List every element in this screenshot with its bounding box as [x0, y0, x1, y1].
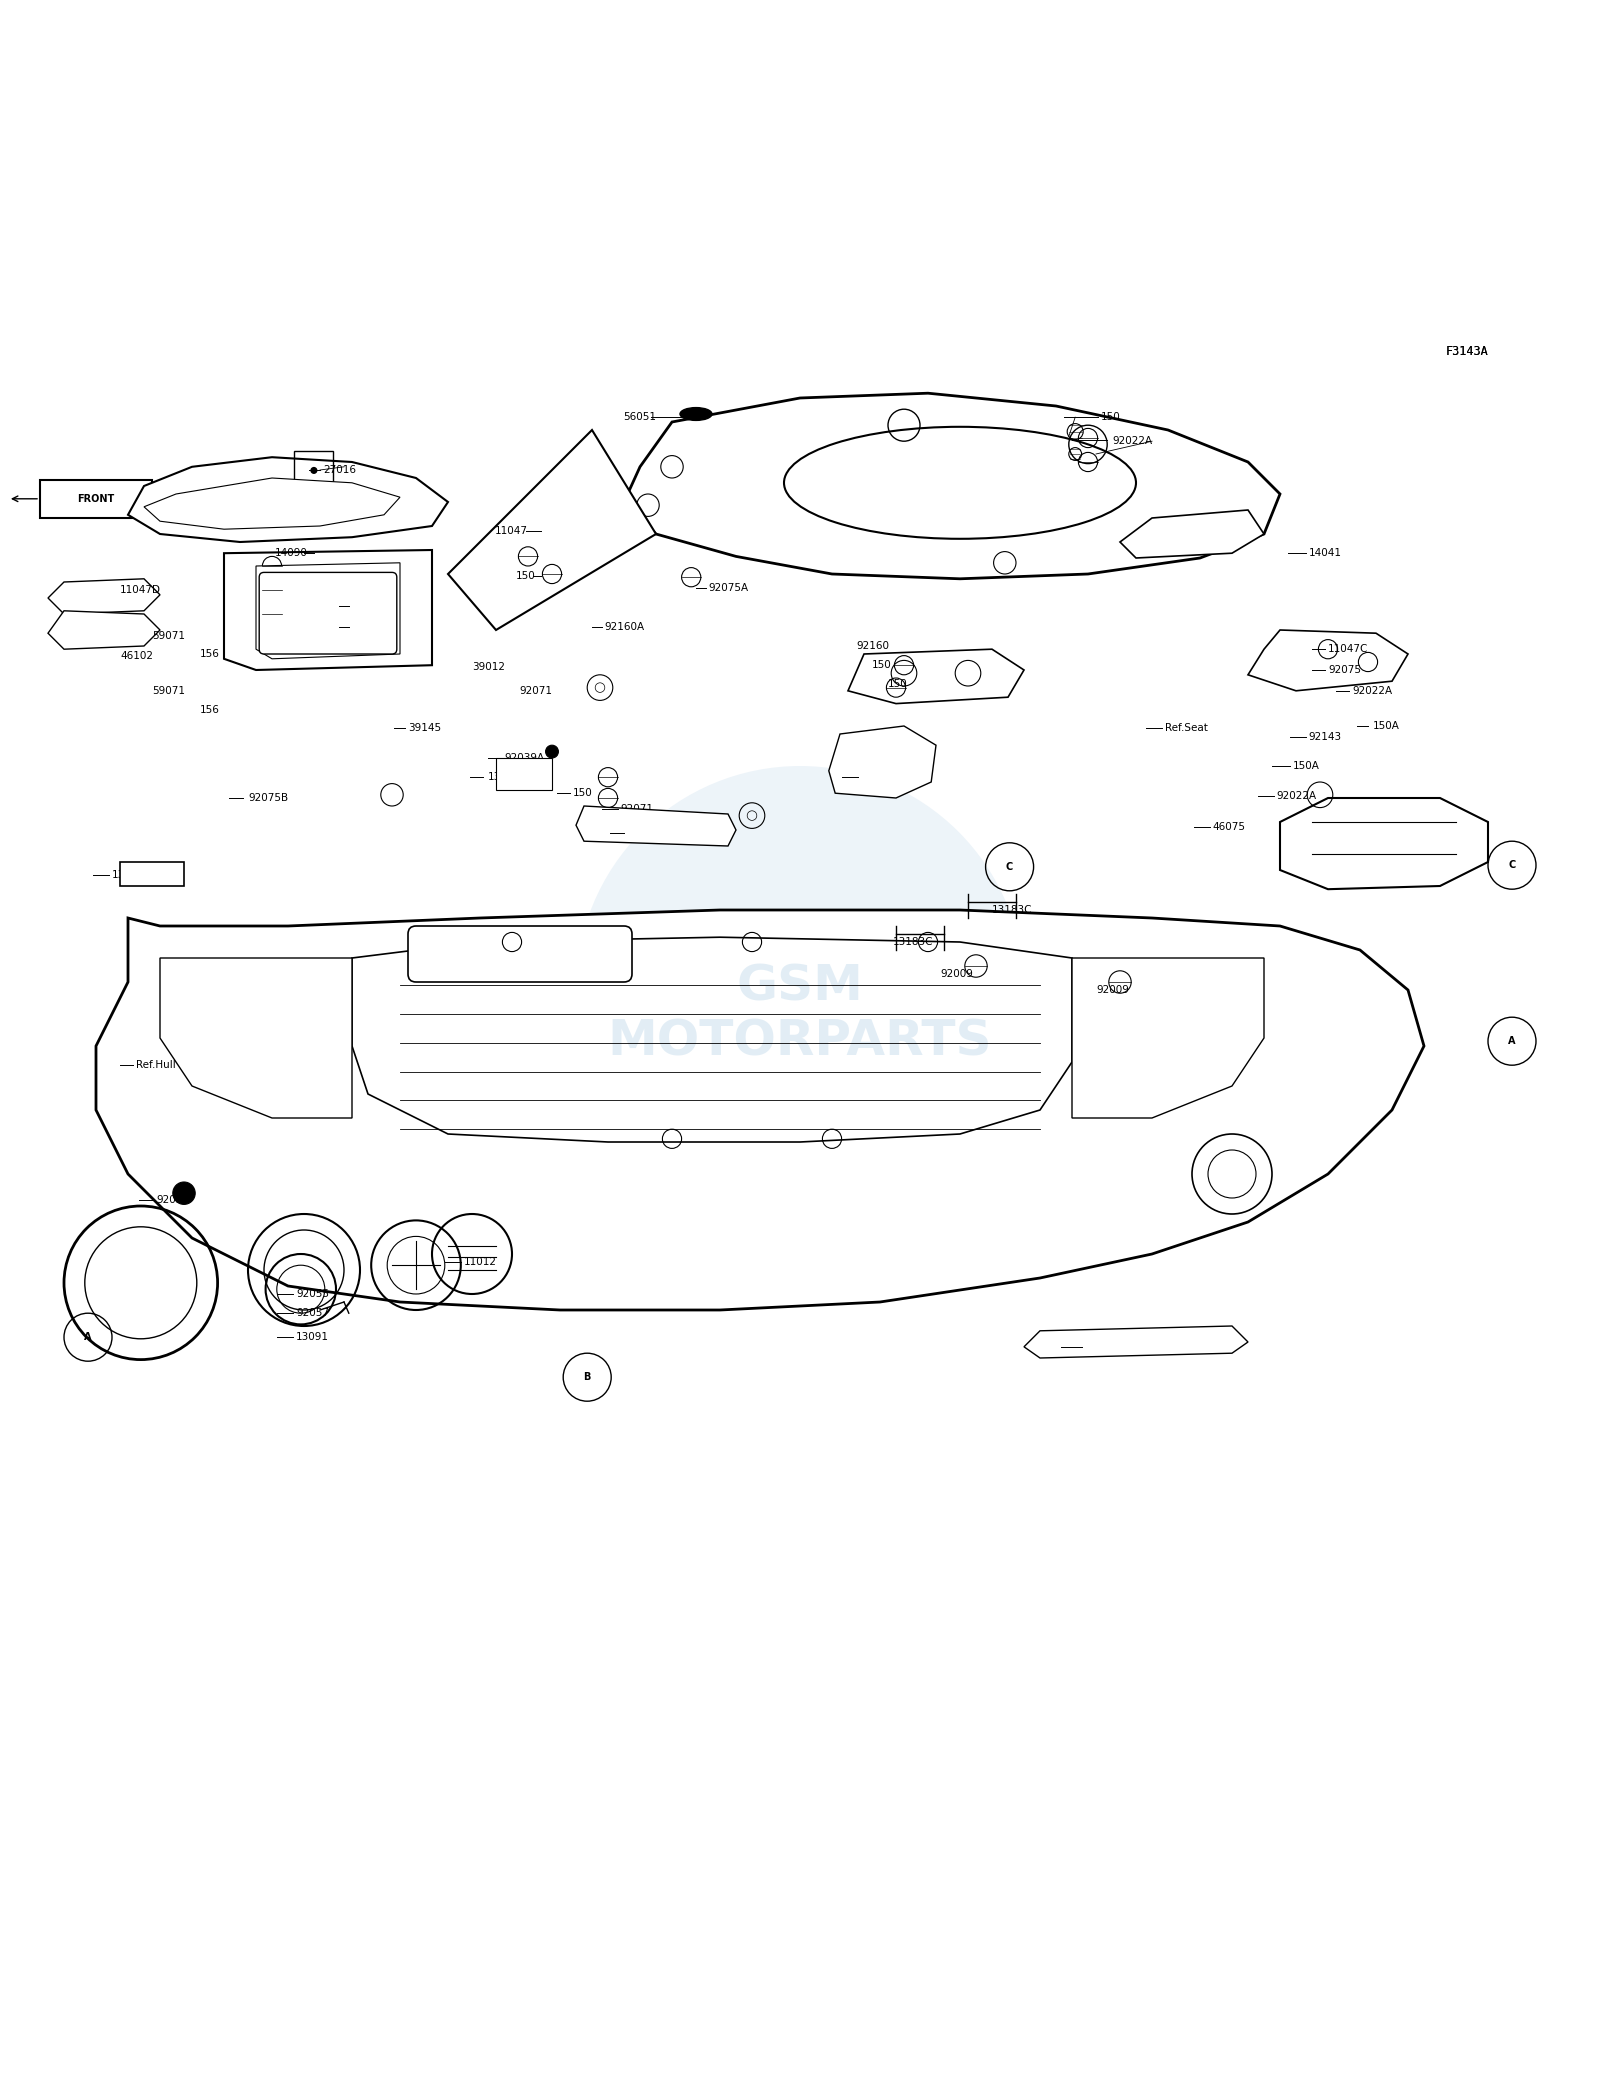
Text: 92071: 92071 [621, 803, 654, 814]
PathPatch shape [48, 611, 160, 649]
Circle shape [661, 456, 683, 477]
Text: Ref.Hull: Ref.Hull [136, 1061, 176, 1071]
Text: 150: 150 [517, 571, 536, 582]
Text: Ref.Seat: Ref.Seat [1165, 722, 1208, 732]
Text: 92055: 92055 [296, 1289, 330, 1299]
Text: B: B [584, 1372, 590, 1383]
Circle shape [637, 494, 659, 517]
Text: 13183B: 13183B [1085, 1341, 1125, 1351]
PathPatch shape [1280, 797, 1488, 889]
Text: 92039A: 92039A [504, 753, 544, 764]
Circle shape [602, 818, 614, 833]
Circle shape [698, 818, 710, 833]
Text: 92009: 92009 [1096, 985, 1130, 996]
Text: 156: 156 [200, 705, 219, 715]
Text: 92160: 92160 [856, 640, 890, 651]
Text: 92022A: 92022A [1352, 686, 1392, 697]
PathPatch shape [1120, 510, 1264, 559]
Text: 92160A: 92160A [605, 621, 645, 632]
PathPatch shape [496, 757, 552, 791]
Text: 11047: 11047 [494, 525, 528, 536]
PathPatch shape [624, 393, 1280, 579]
PathPatch shape [48, 579, 160, 613]
PathPatch shape [1024, 1326, 1248, 1358]
Text: 14041: 14041 [1309, 548, 1342, 559]
Circle shape [173, 1182, 195, 1205]
Circle shape [576, 766, 1024, 1213]
Text: 92022: 92022 [352, 600, 386, 611]
Text: 150: 150 [888, 680, 907, 690]
PathPatch shape [1248, 630, 1408, 690]
PathPatch shape [848, 649, 1024, 703]
Text: 92075B: 92075B [248, 793, 288, 803]
PathPatch shape [128, 458, 448, 542]
PathPatch shape [576, 805, 736, 845]
Text: 92071: 92071 [518, 686, 552, 697]
Circle shape [994, 552, 1016, 573]
Text: 92075A: 92075A [709, 584, 749, 594]
Text: ⬤: ⬤ [310, 467, 317, 473]
Text: F3143A: F3143A [1445, 345, 1488, 358]
Text: 13183C: 13183C [893, 937, 933, 948]
Text: C: C [1509, 860, 1515, 870]
Text: A: A [1509, 1036, 1515, 1046]
Text: 92143: 92143 [1309, 732, 1342, 743]
Text: 92009: 92009 [352, 621, 386, 632]
Circle shape [634, 818, 646, 833]
FancyBboxPatch shape [259, 573, 397, 655]
Text: 150A: 150A [1293, 761, 1320, 772]
PathPatch shape [448, 431, 656, 630]
Text: 13183: 13183 [112, 870, 146, 881]
Text: 13183C: 13183C [992, 906, 1032, 914]
PathPatch shape [96, 910, 1424, 1310]
Text: 23062: 23062 [264, 567, 298, 577]
Text: 11047C: 11047C [1328, 644, 1368, 655]
PathPatch shape [829, 726, 936, 797]
PathPatch shape [144, 477, 400, 529]
Text: F3143A: F3143A [1445, 345, 1488, 358]
Text: 11047D: 11047D [120, 586, 162, 594]
Text: 46102: 46102 [120, 651, 154, 661]
Circle shape [546, 745, 558, 757]
Text: 92039: 92039 [157, 1195, 190, 1205]
Text: 56051: 56051 [622, 412, 656, 423]
Text: 11047B: 11047B [861, 772, 901, 782]
Text: 156: 156 [200, 649, 219, 659]
PathPatch shape [256, 563, 400, 659]
Text: FRONT: FRONT [77, 494, 115, 504]
Text: 39012: 39012 [472, 661, 506, 672]
Bar [294, 450, 333, 490]
Text: 11047A: 11047A [629, 828, 669, 839]
Text: 92022A: 92022A [1277, 791, 1317, 801]
Text: 92009: 92009 [941, 969, 974, 979]
Text: 27016: 27016 [323, 464, 357, 475]
Ellipse shape [680, 408, 712, 420]
Text: 150: 150 [573, 789, 592, 799]
Text: C: C [1006, 862, 1013, 872]
Text: 92075: 92075 [1328, 665, 1362, 676]
Text: 39145: 39145 [408, 722, 442, 732]
Text: 92022A: 92022A [1112, 437, 1152, 446]
Text: 14090: 14090 [274, 548, 307, 559]
Text: 46075: 46075 [1213, 822, 1246, 833]
Text: 13183A: 13183A [488, 772, 528, 782]
Text: 92057: 92057 [296, 1308, 330, 1318]
PathPatch shape [1072, 958, 1264, 1117]
Text: 150: 150 [1101, 412, 1120, 423]
Text: GSM
MOTORPARTS: GSM MOTORPARTS [608, 962, 992, 1065]
Text: 13091: 13091 [296, 1333, 330, 1343]
Text: 150: 150 [872, 661, 891, 669]
Text: 59071: 59071 [152, 632, 186, 642]
Text: 11012: 11012 [464, 1257, 498, 1268]
PathPatch shape [120, 862, 184, 887]
PathPatch shape [352, 937, 1072, 1142]
PathPatch shape [160, 958, 352, 1117]
Text: A: A [85, 1333, 91, 1343]
FancyBboxPatch shape [408, 927, 632, 981]
PathPatch shape [224, 550, 432, 669]
Text: 59071: 59071 [152, 686, 186, 697]
Circle shape [666, 818, 678, 833]
Text: 150A: 150A [1373, 722, 1400, 730]
